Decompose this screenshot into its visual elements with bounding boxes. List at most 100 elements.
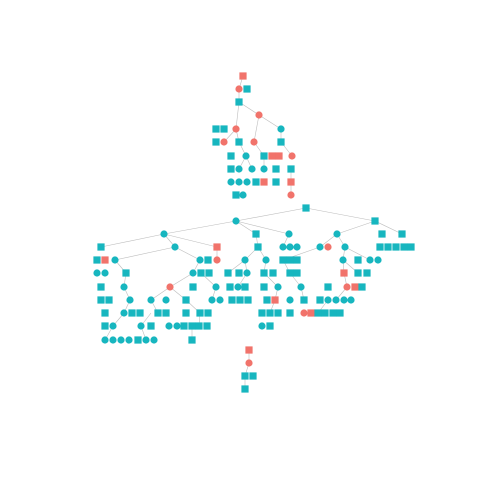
tree-node-square-teal-107 — [97, 296, 105, 304]
tree-node-square-red-31 — [260, 178, 268, 186]
tree-node-square-teal-3 — [243, 85, 251, 93]
tree-node-square-teal-60 — [407, 243, 415, 251]
tree-node-circle-teal-22 — [235, 165, 243, 173]
tree-node-circle-teal-120 — [286, 296, 294, 304]
tree-node-circle-teal-151 — [173, 322, 181, 330]
tree-node-circle-teal-113 — [208, 296, 216, 304]
tree-node-square-teal-144 — [329, 309, 337, 317]
tree-node-square-teal-168 — [241, 372, 249, 380]
tree-node-square-teal-61 — [93, 256, 101, 264]
tree-node-square-teal-10 — [212, 138, 220, 146]
tree-node-square-teal-130 — [136, 309, 144, 317]
tree-node-circle-teal-114 — [216, 296, 224, 304]
tree-node-circle-red-36 — [287, 191, 295, 199]
tree-node-circle-teal-124 — [332, 296, 340, 304]
tree-node-circle-red-6 — [255, 111, 263, 119]
tree-node-circle-teal-84 — [243, 269, 251, 277]
tree-node-circle-teal-98 — [234, 283, 242, 291]
tree-node-circle-teal-156 — [258, 322, 266, 330]
tree-node-square-teal-146 — [101, 322, 109, 330]
tree-node-square-teal-34 — [232, 191, 240, 199]
tree-node-circle-teal-53 — [316, 243, 324, 251]
tree-node-circle-teal-7 — [277, 125, 285, 133]
tree-node-circle-teal-28 — [235, 178, 243, 186]
tree-node-square-red-18 — [268, 152, 276, 160]
tree-node-square-teal-46 — [97, 243, 105, 251]
tree-node-square-teal-49 — [254, 243, 262, 251]
tree-node-square-red-33 — [287, 178, 295, 186]
tree-node-square-teal-153 — [188, 322, 196, 330]
tree-node-square-teal-117 — [244, 296, 252, 304]
tree-node-circle-teal-77 — [101, 269, 109, 277]
tree-node-square-teal-119 — [263, 296, 271, 304]
tree-edge-22 — [235, 220, 290, 235]
tree-edge-24 — [374, 220, 403, 235]
tree-node-circle-teal-42 — [285, 230, 293, 238]
tree-node-circle-teal-128 — [120, 309, 128, 317]
tree-node-square-teal-32 — [272, 178, 280, 186]
tree-edge-49 — [169, 272, 194, 288]
tree-node-circle-teal-159 — [109, 336, 117, 344]
tree-node-circle-teal-150 — [165, 322, 173, 330]
tree-node-square-teal-100 — [260, 283, 268, 291]
tree-node-circle-teal-110 — [147, 296, 155, 304]
tree-node-square-teal-155 — [203, 322, 211, 330]
tree-node-square-teal-88 — [293, 269, 301, 277]
tree-edge-39 — [344, 246, 371, 261]
tree-node-square-teal-45 — [398, 230, 406, 238]
tree-node-square-teal-115 — [228, 296, 236, 304]
tree-node-square-teal-97 — [226, 283, 234, 291]
tree-node-square-teal-103 — [324, 283, 332, 291]
tree-node-circle-red-66 — [213, 256, 221, 264]
tree-node-square-teal-41 — [252, 230, 260, 238]
tree-node-square-teal-165 — [188, 336, 196, 344]
tree-node-circle-teal-123 — [324, 296, 332, 304]
tree-node-square-red-19 — [275, 152, 283, 160]
tree-node-square-teal-78 — [122, 269, 130, 277]
tree-node-circle-red-94 — [166, 283, 174, 291]
tree-edge-18 — [235, 207, 307, 222]
tree-node-square-teal-8 — [212, 125, 220, 133]
tree-node-square-teal-154 — [195, 322, 203, 330]
tree-node-circle-teal-72 — [339, 256, 347, 264]
tree-node-square-red-118 — [271, 296, 279, 304]
tree-node-square-teal-127 — [101, 309, 109, 317]
tree-node-square-red-1 — [239, 72, 247, 80]
tree-node-circle-teal-102 — [297, 283, 305, 291]
tree-node-circle-teal-47 — [171, 243, 179, 251]
tree-node-circle-red-20 — [288, 152, 296, 160]
tree-node-square-red-166 — [245, 346, 253, 354]
tree-node-circle-teal-158 — [101, 336, 109, 344]
tree-node-circle-teal-93 — [120, 283, 128, 291]
tree-node-square-teal-73 — [354, 256, 362, 264]
tree-node-square-teal-138 — [274, 309, 282, 317]
tree-node-square-teal-70 — [286, 256, 294, 264]
tree-node-circle-red-54 — [324, 243, 332, 251]
tree-node-square-teal-90 — [354, 269, 362, 277]
tree-node-square-teal-112 — [182, 296, 190, 304]
tree-node-circle-red-13 — [250, 138, 258, 146]
tree-node-square-red-141 — [307, 309, 315, 317]
tree-node-square-teal-83 — [235, 269, 243, 277]
tree-node-circle-teal-52 — [293, 243, 301, 251]
tree-node-square-teal-135 — [204, 309, 212, 317]
tree-node-square-teal-57 — [384, 243, 392, 251]
tree-node-square-teal-133 — [182, 309, 190, 317]
tree-edge-27 — [163, 233, 218, 248]
tree-node-circle-teal-24 — [260, 165, 268, 173]
tree-node-square-teal-12 — [235, 138, 243, 146]
tree-node-circle-teal-160 — [117, 336, 125, 344]
tree-node-square-teal-129 — [128, 309, 136, 317]
tree-node-circle-teal-68 — [262, 256, 270, 264]
tree-node-circle-teal-148 — [137, 322, 145, 330]
tree-node-square-teal-81 — [205, 269, 213, 277]
tree-node-square-teal-14 — [277, 138, 285, 146]
tree-node-circle-red-5 — [232, 125, 240, 133]
tree-node-square-teal-58 — [392, 243, 400, 251]
tree-node-square-red-105 — [351, 283, 359, 291]
tree-node-circle-teal-63 — [111, 256, 119, 264]
tree-node-circle-teal-51 — [286, 243, 294, 251]
tree-node-square-teal-162 — [134, 336, 142, 344]
